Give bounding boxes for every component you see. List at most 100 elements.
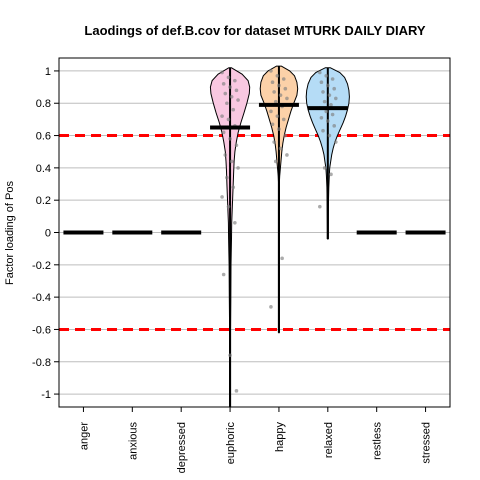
data-point [280, 256, 284, 261]
data-point [326, 119, 330, 123]
data-point [269, 305, 273, 309]
violin-relaxed [305, 67, 350, 240]
violin-euphoric [209, 67, 251, 408]
data-point [226, 204, 231, 209]
data-point [319, 80, 324, 85]
data-point [326, 83, 330, 88]
data-point [278, 146, 283, 151]
data-point [283, 133, 288, 138]
data-point [330, 112, 335, 117]
data-point [234, 389, 239, 393]
data-point [318, 204, 322, 209]
y-tick-label: -1 [41, 389, 51, 401]
x-tick-label-anger: anger [78, 422, 90, 450]
data-point [269, 69, 273, 73]
data-point [226, 117, 231, 122]
data-point [278, 93, 283, 97]
y-axis-label: Factor loading of Pos [4, 181, 16, 285]
data-point [228, 136, 232, 141]
x-tick-label-happy: happy [274, 422, 286, 452]
data-point [321, 90, 325, 94]
data-point [281, 117, 286, 122]
y-tick-label: 0.4 [36, 163, 51, 175]
data-point [228, 353, 232, 358]
data-point [281, 77, 286, 81]
data-point [221, 272, 226, 277]
data-point [236, 98, 240, 102]
reference-lines [59, 134, 450, 331]
data-point [269, 109, 273, 114]
y-tick-label: -0.2 [32, 260, 51, 272]
data-point [233, 221, 237, 225]
data-point [321, 128, 325, 133]
x-tick-label-stressed: stressed [421, 422, 433, 464]
y-tick-label: -0.8 [32, 357, 51, 369]
data-point [273, 99, 278, 104]
data-point [220, 114, 224, 118]
data-point [283, 86, 288, 91]
y-tick-label: -0.6 [32, 324, 51, 336]
data-point [322, 99, 327, 104]
data-point [272, 140, 276, 144]
data-point [223, 91, 228, 96]
data-point [231, 185, 236, 190]
data-point [270, 122, 275, 127]
data-point [332, 124, 337, 128]
violins [209, 65, 350, 408]
y-tick-label: 1 [45, 66, 51, 78]
data-point [322, 166, 327, 170]
data-point [330, 77, 335, 81]
data-point [327, 133, 332, 138]
data-point [332, 86, 337, 91]
median-bars [63, 102, 446, 235]
data-point [285, 96, 289, 101]
y-tick-label: 0.2 [36, 195, 51, 207]
x-tick-label-relaxed: relaxed [323, 422, 335, 458]
data-point [229, 159, 234, 164]
data-point [324, 73, 329, 78]
data-point [319, 115, 324, 120]
data-point [234, 88, 239, 93]
x-tick-label-euphoric: euphoric [225, 422, 237, 465]
data-point [225, 101, 229, 106]
data-point [272, 90, 276, 94]
data-point [225, 175, 229, 180]
data-point [318, 70, 322, 75]
data-point [275, 73, 280, 78]
data-point [277, 127, 281, 131]
x-tick-label-restless: restless [372, 422, 384, 460]
data-point [236, 166, 240, 170]
x-axis: anger anxious depressed euphoric happy relaxe… [78, 407, 433, 473]
data-point [329, 103, 333, 107]
data-point [226, 75, 231, 80]
data-point [327, 93, 332, 97]
data-point [329, 172, 333, 177]
data-point [223, 153, 228, 157]
x-tick-label-anxious: anxious [127, 422, 139, 460]
data-point [270, 80, 275, 85]
data-point [277, 83, 281, 88]
y-tick-label: 0 [45, 228, 51, 240]
data-point [233, 78, 237, 83]
data-point [228, 85, 232, 89]
data-point [275, 114, 280, 118]
y-tick-label: 0.6 [36, 131, 51, 143]
data-point [229, 94, 234, 99]
data-point [273, 159, 278, 164]
data-point [334, 140, 338, 144]
data-point [285, 153, 289, 157]
data-point [220, 70, 224, 75]
data-point [221, 130, 226, 135]
chart-title: Laodings of def.B.cov for dataset MTURK … [84, 23, 425, 38]
data-point [334, 96, 338, 101]
data-point [324, 109, 329, 114]
y-tick-label: 0.8 [36, 98, 51, 110]
y-axis: 1 0.8 0.6 0.4 0.2 0 -0.2 -0.4 -0.6 -0.8 -1 [32, 66, 59, 401]
x-tick-label-depressed: depressed [176, 422, 188, 473]
y-tick-label: -0.4 [32, 292, 51, 304]
data-point [220, 195, 224, 199]
data-point [234, 143, 239, 148]
data-point [221, 82, 226, 86]
data-point [231, 107, 236, 112]
